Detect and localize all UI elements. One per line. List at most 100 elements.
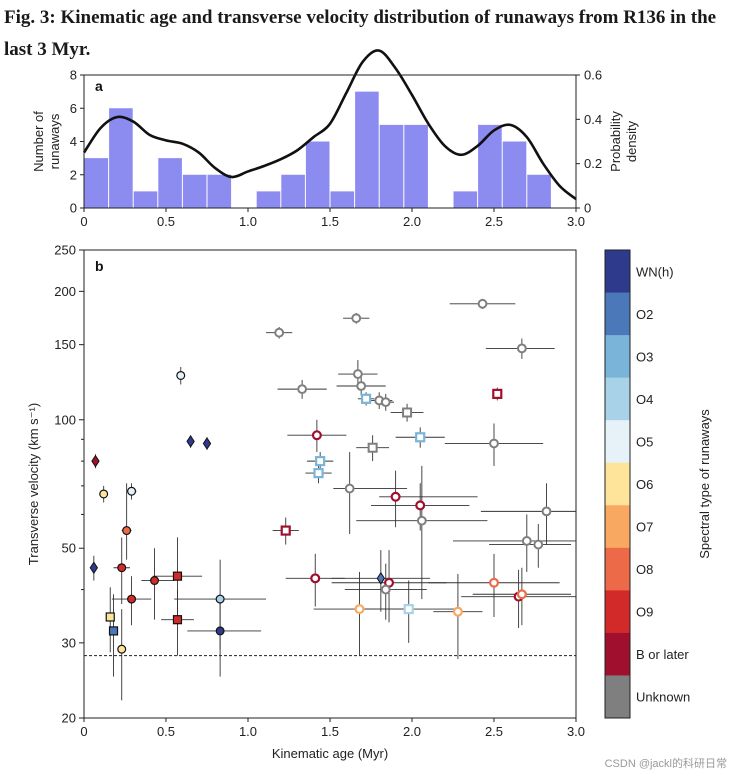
- colorbar-label: O5: [636, 434, 653, 449]
- y-axis-label-line: Number of: [31, 111, 46, 172]
- data-point-circle: [416, 515, 427, 526]
- data-point-circle: [117, 644, 127, 654]
- data-point-circle: [99, 489, 109, 499]
- data-point-diamond: [376, 571, 386, 585]
- data-point-circle: [352, 369, 363, 379]
- colorbar-swatch: [605, 675, 630, 719]
- colorbar-swatch: [605, 590, 630, 634]
- data-point-square: [492, 388, 503, 399]
- y-tick-label: 200: [54, 284, 76, 299]
- data-point-circle: [356, 381, 367, 391]
- colorbar-label: O3: [636, 349, 653, 364]
- data-point-square: [403, 603, 414, 615]
- data-point-circle: [127, 486, 137, 496]
- histogram-bar: [527, 174, 551, 208]
- histogram-bar: [158, 158, 182, 208]
- histogram-bar: [281, 174, 305, 208]
- colorbar-label: WN(h): [636, 264, 674, 279]
- colorbar: WN(h) O2 O3 O4 O5 O6 O7 O8 O9 B or later Unknown Sp…: [604, 249, 712, 719]
- data-point-square: [315, 456, 326, 467]
- y-axis-label-line: runaways: [47, 113, 62, 169]
- x-tick-label: 0: [80, 214, 87, 229]
- x-tick-label: 1.5: [321, 214, 339, 229]
- data-point-diamond: [186, 434, 195, 448]
- y2-tick-label: 0.6: [584, 68, 602, 83]
- error-bar: [141, 548, 175, 620]
- y-tick-label: 20: [62, 711, 76, 726]
- histogram-bar: [330, 191, 355, 208]
- histogram-bar: [379, 124, 404, 208]
- data-point-circle: [351, 313, 362, 324]
- panel-a-frame: [83, 74, 577, 209]
- y-axis-label: Number of runaways: [31, 111, 62, 172]
- data-point-square: [108, 626, 119, 636]
- panel-label: a: [95, 78, 103, 94]
- data-point-square: [367, 442, 378, 453]
- colorbar-swatch: [605, 632, 630, 676]
- x-tick-label: 0.5: [157, 214, 175, 229]
- error-bar: [356, 465, 488, 600]
- y-tick-label: 8: [70, 68, 77, 83]
- y-tick-label: 150: [54, 337, 76, 352]
- data-point-circle: [521, 536, 532, 546]
- data-point-circle: [354, 604, 365, 615]
- panel-b-frame: [83, 249, 577, 719]
- y-tick-label: 100: [54, 412, 76, 427]
- colorbar-swatch: [605, 292, 630, 336]
- y-tick-label: 30: [62, 635, 76, 650]
- colorbar-label: O2: [636, 307, 653, 322]
- colorbar-swatch: [605, 335, 630, 379]
- histogram-bar: [84, 158, 109, 208]
- x-tick-label: 3.0: [567, 214, 585, 229]
- data-point-circle: [452, 606, 463, 617]
- data-point-circle: [516, 589, 527, 600]
- data-point-circle: [380, 584, 391, 595]
- data-point-circle: [150, 576, 160, 586]
- colorbar-label: O7: [636, 520, 653, 535]
- x-tick-label: 1.0: [239, 724, 257, 739]
- x-tick-label: 3.0: [567, 724, 585, 739]
- y2-tick-label: 0.4: [584, 112, 602, 127]
- histogram-bar: [404, 124, 428, 208]
- y-axis-label: Transverse velocity (km s⁻¹): [26, 403, 41, 565]
- data-point-circle: [533, 539, 544, 550]
- histogram-bar: [256, 191, 281, 208]
- x-tick-label: 2.5: [485, 214, 503, 229]
- colorbar-label: Unknown: [636, 690, 690, 705]
- x-axis-label: Kinematic age (Myr): [272, 746, 388, 761]
- panel-label: b: [95, 258, 104, 274]
- y-tick-label: 50: [62, 541, 76, 556]
- x-tick-label: 1.0: [239, 214, 257, 229]
- density-curve: [82, 49, 577, 201]
- colorbar-frame: [604, 249, 631, 719]
- error-bar: [480, 483, 576, 545]
- error-bar: [489, 523, 572, 568]
- data-point-circle: [344, 483, 355, 494]
- y-tick-label: 250: [54, 243, 76, 258]
- histogram-bar: [182, 174, 207, 208]
- histogram-bar: [478, 124, 502, 208]
- y2-axis-label-line: Probability: [608, 111, 623, 172]
- data-point-square: [105, 612, 115, 622]
- histogram-bar: [207, 174, 232, 208]
- histogram-bar: [453, 191, 478, 208]
- figure-title: Fig. 3: Kinematic age and transverse vel…: [4, 7, 717, 60]
- y-tick-label: 2: [70, 167, 77, 182]
- y-tick-label: 0: [70, 201, 77, 216]
- data-point-square: [172, 615, 183, 625]
- colorbar-label: O8: [636, 562, 653, 577]
- colorbar-swatch: [605, 505, 630, 549]
- data-point-circle: [215, 626, 225, 636]
- scatter-panel: 0 0.5 1.0 1.5 2.0 2.5 3.0 20 30 50 100 150 200 250 b Ki…: [26, 243, 585, 762]
- y2-tick-label: 0.2: [584, 156, 602, 171]
- x-tick-label: 2.0: [403, 214, 421, 229]
- data-point-diamond: [91, 454, 100, 468]
- histogram-bar: [502, 141, 527, 208]
- x-tick-label: 2.0: [403, 724, 421, 739]
- colorbar-swatch: [605, 547, 630, 591]
- data-point-square: [280, 525, 291, 536]
- x-tick-label: 0: [80, 724, 87, 739]
- data-point-circle: [541, 506, 552, 517]
- colorbar-swatch: [605, 250, 630, 294]
